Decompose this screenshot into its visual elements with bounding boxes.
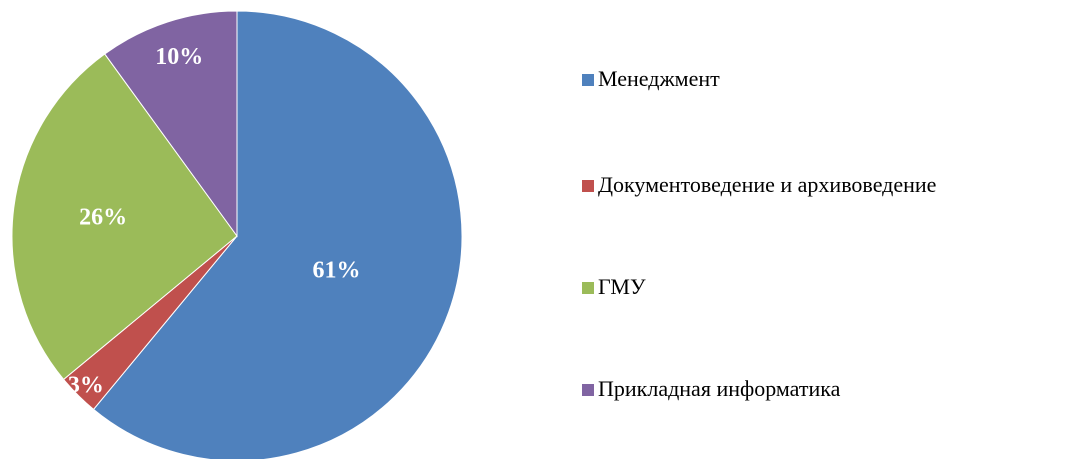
legend-label: ГМУ — [598, 274, 646, 299]
legend-swatch — [582, 384, 594, 396]
pie-slice — [92, 10, 463, 459]
data-label: 26% — [79, 205, 127, 231]
legend-label: Прикладная информатика — [598, 376, 841, 401]
legend-swatch — [582, 282, 594, 294]
pie-slice — [104, 10, 238, 238]
legend-swatch — [582, 180, 594, 192]
data-label: 3% — [68, 373, 104, 399]
pie-slice — [11, 53, 238, 381]
legend-label: Документоведение и архивоведение — [598, 172, 936, 197]
data-label: 10% — [155, 44, 203, 70]
legend-label: Менеджмент — [598, 66, 720, 91]
legend-swatch — [582, 74, 594, 86]
data-label: 61% — [312, 257, 360, 283]
